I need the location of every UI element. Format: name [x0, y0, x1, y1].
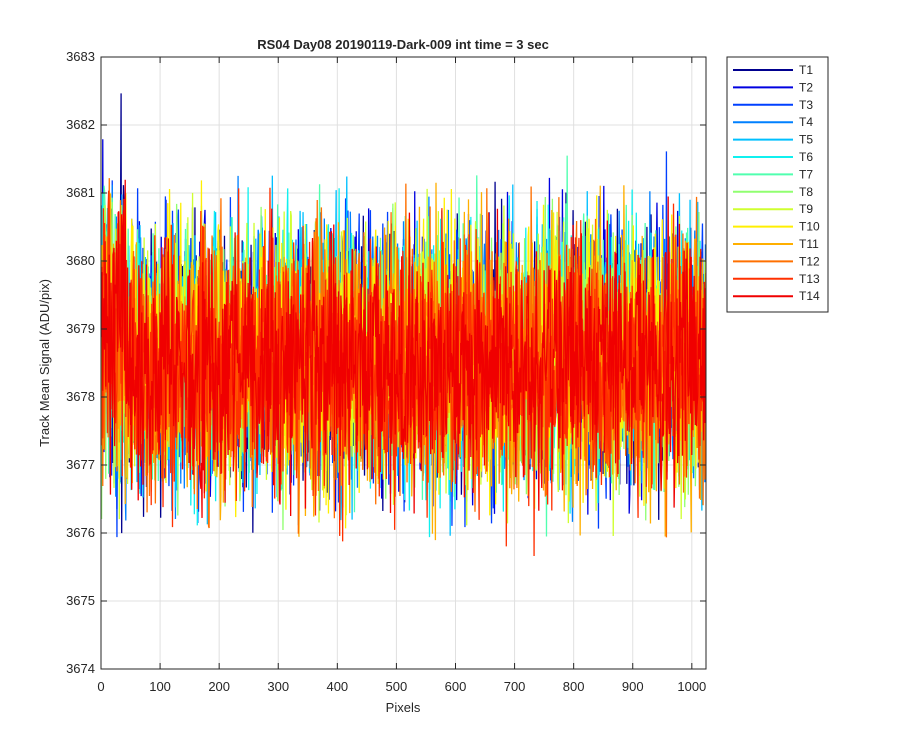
y-tick-label: 3675 — [66, 593, 95, 608]
legend-label-t12: T12 — [799, 254, 820, 268]
legend-label-t5: T5 — [799, 133, 813, 147]
legend-label-t10: T10 — [799, 220, 820, 234]
x-tick-label: 200 — [208, 679, 230, 694]
y-tick-label: 3681 — [66, 185, 95, 200]
y-tick-label: 3676 — [66, 525, 95, 540]
x-tick-label: 800 — [563, 679, 585, 694]
legend-label-t2: T2 — [799, 80, 813, 94]
y-tick-label: 3679 — [66, 321, 95, 336]
chart-title: RS04 Day08 20190119-Dark-009 int time = … — [257, 37, 549, 52]
legend-label-t8: T8 — [799, 185, 813, 199]
x-tick-label: 700 — [504, 679, 526, 694]
y-tick-label: 3677 — [66, 457, 95, 472]
y-tick-label: 3680 — [66, 253, 95, 268]
legend-label-t13: T13 — [799, 272, 820, 286]
series-line-t14 — [101, 179, 706, 518]
y-axis-label: Track Mean Signal (ADU/pix) — [37, 279, 52, 447]
series-lines — [101, 93, 706, 556]
legend-label-t1: T1 — [799, 63, 813, 77]
y-tick-label: 3683 — [66, 49, 95, 64]
x-tick-label: 1000 — [677, 679, 706, 694]
legend-box — [726, 56, 829, 313]
legend-label-t9: T9 — [799, 202, 813, 216]
x-tick-label: 0 — [97, 679, 104, 694]
legend: T1 T2 T3 T4 T5 T6 T7 T8 T9 T10 T11 T12 T13 T14 — [726, 56, 829, 313]
legend-label-t6: T6 — [799, 150, 813, 164]
legend-label-t14: T14 — [799, 289, 820, 303]
y-tick-label: 3678 — [66, 389, 95, 404]
y-tick-label: 3682 — [66, 117, 95, 132]
x-tick-label: 600 — [445, 679, 467, 694]
axis-ticks: 0 100 200 300 400 500 600 700 800 900 1000 3674 3675… — [66, 49, 706, 694]
x-tick-label: 300 — [267, 679, 289, 694]
x-tick-label: 900 — [622, 679, 644, 694]
x-tick-label: 100 — [149, 679, 171, 694]
y-tick-label: 3674 — [66, 661, 95, 676]
legend-label-t3: T3 — [799, 98, 813, 112]
legend-label-t7: T7 — [799, 167, 813, 181]
plot-frame — [100, 56, 707, 670]
x-tick-label: 500 — [386, 679, 408, 694]
legend-label-t11: T11 — [799, 237, 819, 251]
x-axis-label: Pixels — [386, 700, 421, 715]
legend-label-t4: T4 — [799, 115, 813, 129]
x-tick-label: 400 — [326, 679, 348, 694]
